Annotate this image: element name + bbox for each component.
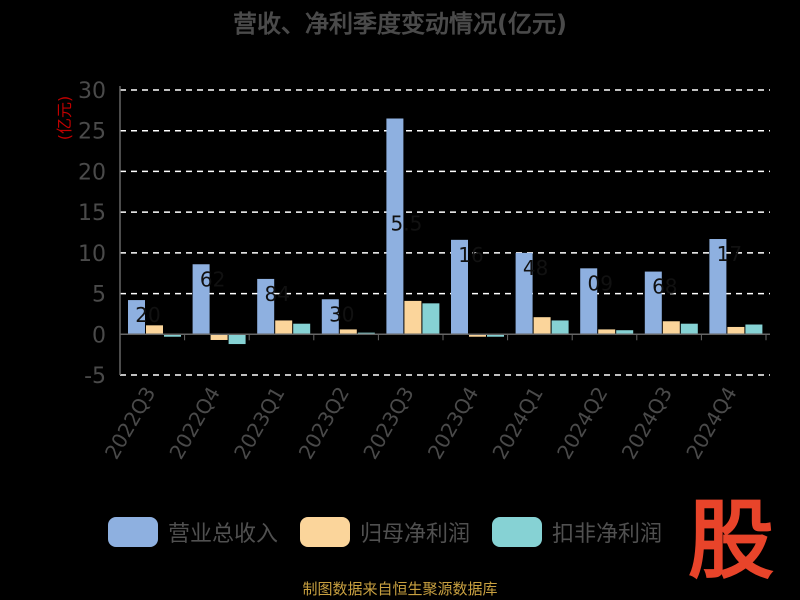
y-ticks: -5 0 5 10 15 20 25 30 <box>78 79 106 389</box>
x-tick-label: 2024Q2 <box>552 383 612 464</box>
legend-swatch-net-profit <box>300 517 351 547</box>
bar-net-profit[interactable] <box>404 300 422 335</box>
data-labels: 20 62 84 30 5.5 16 48 09 68 17 <box>135 212 742 328</box>
bar-revenue[interactable] <box>709 239 727 335</box>
x-tick-label: 2023Q4 <box>423 383 483 464</box>
y-tick-label: 30 <box>78 79 106 104</box>
bar-net-profit[interactable] <box>210 334 228 340</box>
bar-net-profit[interactable] <box>339 329 357 335</box>
bar-revenue[interactable] <box>451 239 468 335</box>
y-tick-label: 15 <box>78 201 106 226</box>
x-tick-label: 2024Q1 <box>487 383 547 464</box>
bar-net-profit[interactable] <box>598 329 616 335</box>
legend-swatch-deducted-profit <box>492 517 543 547</box>
legend-item-revenue[interactable]: 营业总收入 <box>108 516 278 548</box>
data-label: 68 <box>652 275 677 299</box>
bar-net-profit[interactable] <box>275 320 293 335</box>
data-label: 17 <box>717 242 742 266</box>
y-tick-label: -5 <box>84 364 106 389</box>
bar-deducted-profit[interactable] <box>745 324 763 335</box>
x-tick-label: 2022Q3 <box>100 383 160 464</box>
legend-item-net-profit[interactable]: 归母净利润 <box>300 516 470 548</box>
y-tick-label: 5 <box>92 283 106 308</box>
data-label: 84 <box>264 282 289 306</box>
x-tick-label: 2022Q4 <box>164 383 224 464</box>
x-tick-label: 2023Q3 <box>358 383 418 464</box>
x-ticks: 2022Q3 2022Q4 2023Q1 2023Q2 2023Q3 2023Q4 2024… <box>100 383 742 464</box>
bar-deducted-profit[interactable] <box>422 303 440 335</box>
bar-deducted-profit[interactable] <box>487 334 504 337</box>
x-tick-label: 2024Q4 <box>681 383 741 464</box>
data-label: 20 <box>135 303 160 327</box>
y-tick-label: 0 <box>92 323 106 348</box>
bar-net-profit[interactable] <box>469 334 486 337</box>
data-label: 48 <box>523 256 548 280</box>
legend-label-net-profit: 归母净利润 <box>360 522 471 547</box>
y-axis-label: (亿元) <box>55 96 74 141</box>
bar-net-profit[interactable] <box>662 321 680 335</box>
bar-deducted-profit[interactable] <box>616 330 634 335</box>
bar-revenue[interactable] <box>580 268 598 335</box>
bar-revenue[interactable] <box>644 271 662 335</box>
legend-label-deducted-profit: 扣非净利润 <box>552 522 663 547</box>
bar-revenue[interactable] <box>257 278 275 335</box>
data-label: 16 <box>458 243 483 267</box>
bar-deducted-profit[interactable] <box>551 320 569 335</box>
y-tick-label: 25 <box>78 120 106 145</box>
bar-deducted-profit[interactable] <box>228 334 246 345</box>
data-source-note: 制图数据来自恒生聚源数据库 <box>302 580 498 598</box>
y-tick-label: 10 <box>78 242 106 267</box>
bar-revenue[interactable] <box>192 264 210 335</box>
bar-net-profit[interactable] <box>727 326 745 335</box>
bar-revenue[interactable] <box>321 299 339 335</box>
chart-title: 营收、净利季度变动情况(亿元) <box>233 10 567 38</box>
bar-deducted-profit[interactable] <box>357 332 375 335</box>
legend-swatch-revenue <box>108 517 158 547</box>
y-tick-label: 20 <box>78 160 106 185</box>
x-tick-label: 2023Q2 <box>294 383 354 464</box>
data-label: 09 <box>587 271 612 295</box>
bar-revenue[interactable] <box>128 300 145 335</box>
x-tick-label: 2023Q1 <box>229 383 289 464</box>
bar-deducted-profit[interactable] <box>680 323 698 335</box>
brand-logo: 股 <box>688 490 774 591</box>
legend-item-deducted-profit[interactable]: 扣非净利润 <box>492 516 662 548</box>
legend-label-revenue: 营业总收入 <box>168 522 279 547</box>
bar-net-profit[interactable] <box>146 325 163 335</box>
bar-revenue[interactable] <box>515 252 533 335</box>
axes <box>119 86 770 375</box>
data-label: 62 <box>200 267 225 291</box>
data-label: 5.5 <box>390 212 422 236</box>
bar-deducted-profit[interactable] <box>164 334 181 337</box>
data-label: 30 <box>329 302 354 326</box>
bar-deducted-profit[interactable] <box>293 323 311 335</box>
bar-revenue[interactable] <box>386 118 404 335</box>
bars <box>128 118 763 345</box>
legend: 营业总收入 归母净利润 扣非净利润 <box>108 516 662 548</box>
bar-net-profit[interactable] <box>533 317 551 335</box>
x-tick-label: 2024Q3 <box>617 383 677 464</box>
